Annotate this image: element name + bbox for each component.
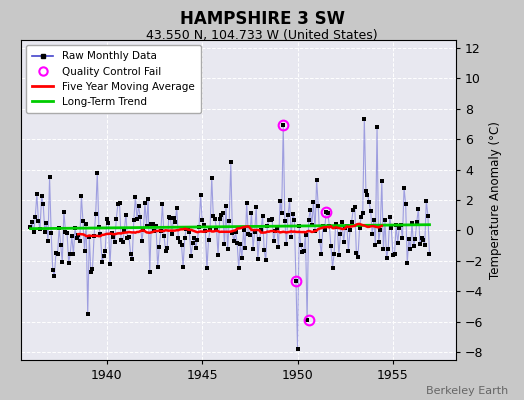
Y-axis label: Temperature Anomaly (°C): Temperature Anomaly (°C) [489, 121, 502, 279]
Text: HAMPSHIRE 3 SW: HAMPSHIRE 3 SW [180, 10, 344, 28]
Text: 43.550 N, 104.733 W (United States): 43.550 N, 104.733 W (United States) [146, 29, 378, 42]
Legend: Raw Monthly Data, Quality Control Fail, Five Year Moving Average, Long-Term Tren: Raw Monthly Data, Quality Control Fail, … [26, 45, 201, 113]
Text: Berkeley Earth: Berkeley Earth [426, 386, 508, 396]
